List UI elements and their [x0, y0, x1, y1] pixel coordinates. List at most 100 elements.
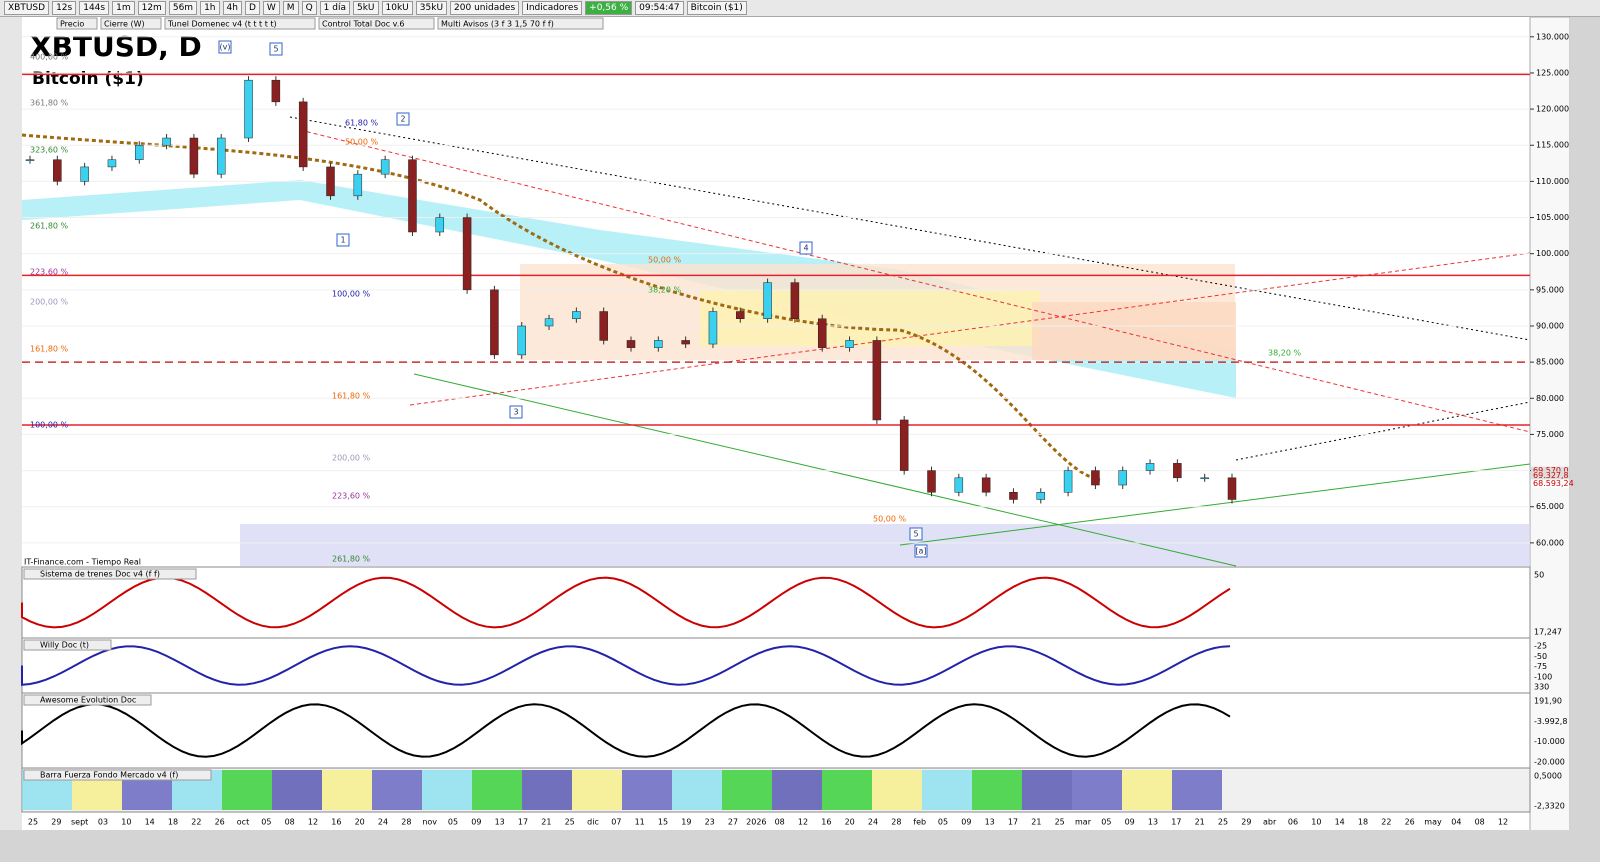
x-axis-label: 05: [448, 818, 458, 827]
x-axis-label: 20: [355, 818, 365, 827]
x-axis-label: 25: [28, 818, 38, 827]
panel-title: Awesome Evolution Doc: [40, 696, 136, 705]
x-axis-label: 28: [891, 818, 901, 827]
x-axis-label: 05: [1101, 818, 1111, 827]
candle: [490, 289, 499, 356]
wave-label: (v): [220, 43, 231, 52]
candle: [708, 311, 718, 345]
x-axis-label: 03: [98, 818, 108, 827]
panel-axis-label: -100: [1534, 672, 1552, 681]
panel-axis-label: 50: [1534, 571, 1544, 580]
strength-bar: [672, 770, 722, 810]
wave-label: 4: [803, 244, 808, 253]
candle: [162, 137, 171, 146]
x-axis-label: 11: [635, 818, 645, 827]
toolbar: XBTUSD 12s 144s 1m 12m 56m 1h 4h D W M Q 1 día 5kU 10k…: [0, 0, 1600, 17]
toolbar-button[interactable]: 144s: [79, 1, 110, 15]
fib-label: 200,00 %: [332, 454, 371, 463]
toolbar-button[interactable]: Q: [301, 1, 317, 15]
panel-title-box: [23, 769, 212, 781]
wave-label: 3: [513, 408, 518, 417]
candle: [326, 166, 335, 197]
strength-bar: [422, 770, 472, 810]
candle: [981, 477, 991, 493]
candle: [107, 159, 117, 168]
candle: [1091, 470, 1100, 486]
toolbar-button[interactable]: 4h: [222, 1, 242, 15]
toolbar-button[interactable]: 12s: [52, 1, 77, 15]
y-tick-label: 105.000: [1536, 213, 1569, 222]
study-chip: [100, 17, 162, 30]
toolbar-button[interactable]: 09:54:47: [635, 1, 684, 15]
toolbar-button[interactable]: Bitcoin ($1): [686, 1, 747, 15]
fib-label: 50,00 %: [648, 256, 681, 265]
x-axis-label: 28: [401, 818, 411, 827]
fib-label: 100,00 %: [332, 290, 371, 299]
x-axis-label: 22: [1381, 818, 1391, 827]
toolbar-button[interactable]: 1 día: [319, 1, 350, 15]
y-tick-label: 100.000: [1536, 249, 1569, 258]
study-name[interactable]: Cierre (W): [104, 20, 145, 29]
toolbar-button[interactable]: W: [262, 1, 280, 15]
x-axis-label: oct: [237, 818, 249, 827]
panel: [21, 692, 1531, 769]
strength-bar: [1022, 770, 1072, 810]
x-axis-label: 05: [261, 818, 271, 827]
toolbar-button[interactable]: 10kU: [381, 1, 413, 15]
x-axis-label: 26: [1405, 818, 1415, 827]
x-axis-label: 24: [378, 818, 388, 827]
wave-label: 5: [273, 45, 278, 54]
indicator-line: [21, 645, 1231, 686]
candle: [872, 340, 882, 421]
strength-bar: [872, 770, 922, 810]
x-axis-label: 25: [565, 818, 575, 827]
candle: [654, 340, 663, 348]
toolbar-button[interactable]: 1h: [200, 1, 220, 15]
x-axis-label: 10: [1311, 818, 1321, 827]
toolbar-button[interactable]: 35kU: [415, 1, 448, 15]
x-axis-label: 15: [658, 818, 668, 827]
study-name[interactable]: Multi Avisos (3 f 3 1,5 70 f f): [441, 20, 554, 29]
price-label: 69.327,8: [1533, 471, 1569, 480]
x-axis-label: 12: [1498, 818, 1508, 827]
toolbar-button[interactable]: 12m: [137, 1, 166, 15]
x-axis-label: 19: [681, 818, 691, 827]
wave-box: [799, 241, 813, 255]
candle: [353, 173, 363, 197]
x-axis-label: 08: [1475, 818, 1485, 827]
y-tick-label: 90.000: [1536, 321, 1564, 330]
candle: [681, 340, 690, 345]
toolbar-button[interactable]: 1m: [112, 1, 135, 15]
x-axis-label: 12: [798, 818, 808, 827]
toolbar-button[interactable]: D: [244, 1, 260, 15]
wave-box: [909, 527, 923, 541]
toolbar-button[interactable]: 5kU: [352, 1, 379, 15]
fib-label: 38,20 %: [1268, 349, 1301, 358]
toolbar-button[interactable]: 56m: [168, 1, 198, 15]
x-axis-label: 05: [938, 818, 948, 827]
y-tick-label: 110.000: [1536, 177, 1569, 186]
x-axis-label: 14: [145, 818, 155, 827]
x-axis-label: 14: [1335, 818, 1345, 827]
wave-box: [336, 233, 350, 247]
toolbar-button[interactable]: 200 unidades: [450, 1, 520, 15]
study-name[interactable]: Control Total Doc v.6: [322, 20, 404, 29]
fib-label: 261,80 %: [332, 555, 371, 564]
x-axis-label: 21: [541, 818, 551, 827]
indicator-line: [21, 703, 1231, 758]
study-chip: [437, 17, 604, 30]
toolbar-button[interactable]: M: [282, 1, 299, 15]
study-name[interactable]: Tunel Domenec v4 (t t t t t): [167, 20, 277, 29]
x-axis-label: nov: [422, 818, 437, 827]
candle: [380, 159, 390, 175]
y-tick-label: 80.000: [1536, 394, 1564, 403]
x-axis-label: 18: [168, 818, 178, 827]
candle: [244, 79, 253, 139]
candle: [135, 144, 144, 160]
x-axis-label: 27: [728, 818, 738, 827]
toolbar-button[interactable]: Indicadores: [522, 1, 583, 15]
toolbar-button[interactable]: XBTUSD: [4, 1, 50, 15]
study-name[interactable]: Precio: [60, 20, 84, 29]
toolbar-button[interactable]: +0,56 %: [585, 1, 633, 15]
fib-label: 400,00 %: [30, 53, 69, 62]
